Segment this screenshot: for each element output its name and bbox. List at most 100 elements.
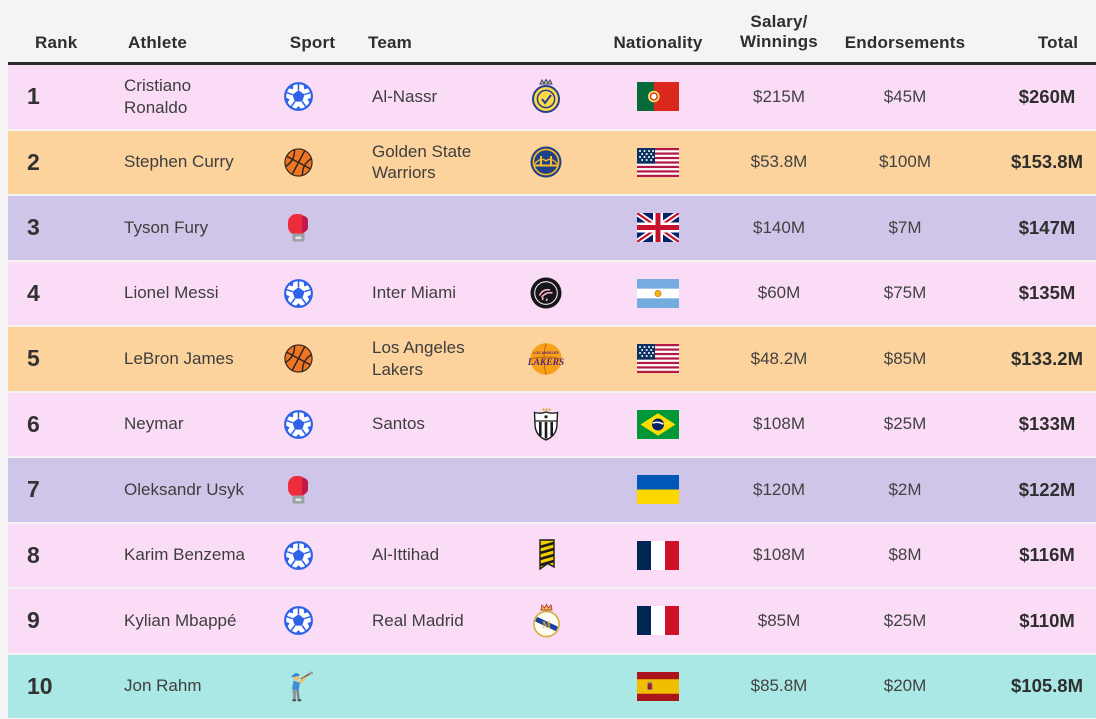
athlete-name: Tyson Fury <box>124 217 209 237</box>
rank-value: 9 <box>27 607 40 634</box>
team-name: Inter Miami <box>372 283 457 303</box>
usa-flag-icon <box>637 344 679 374</box>
table-row: 7 Oleksandr Usyk $120M $2M $122M <box>8 458 1096 522</box>
france-flag-icon <box>637 606 679 636</box>
total-value: $133.2M <box>1011 347 1083 369</box>
salary-value: $140M <box>753 217 805 237</box>
rank-value: 4 <box>27 279 40 306</box>
table-row: 6 Neymar Santos $108M $25M $133M <box>8 392 1096 456</box>
portugal-flag-icon <box>637 82 679 112</box>
rank-value: 5 <box>27 345 40 372</box>
team-name: Real Madrid <box>372 610 464 630</box>
athlete-name: Lionel Messi <box>124 283 219 303</box>
endorsements-value: $85M <box>883 348 927 368</box>
endorsements-value: $7M <box>888 217 922 237</box>
boxing-glove-icon <box>285 212 312 243</box>
ukraine-flag-icon <box>637 475 679 505</box>
endorsements-value: $100M <box>879 152 931 172</box>
svg-text:LOS ANGELES: LOS ANGELES <box>533 351 559 355</box>
header-rank-label: Rank <box>35 33 78 52</box>
endorsements-value: $25M <box>883 610 927 630</box>
team-name: Al-Ittihad <box>372 545 440 565</box>
total-value: $153.8M <box>1011 151 1083 173</box>
table-body: 1 Cristiano Ronaldo Al-Nassr $215M $45M … <box>0 65 1096 718</box>
rank-value: 8 <box>27 541 40 568</box>
table-row: 4 Lionel Messi Inter Miami $60M $75M $13… <box>8 261 1096 325</box>
argentina-flag-icon <box>637 278 679 308</box>
golfer-icon <box>284 670 314 703</box>
soccer-ball-icon <box>283 605 314 636</box>
table-row: 8 Karim Benzema Al-Ittihad $108M $8M $11… <box>8 523 1096 587</box>
soccer-ball-icon <box>283 409 314 440</box>
svg-text:M: M <box>542 620 551 630</box>
salary-value: $85.8M <box>750 676 808 696</box>
athlete-name: Neymar <box>124 414 184 434</box>
header-athlete-label: Athlete <box>128 33 188 52</box>
athlete-name: Cristiano Ronaldo <box>124 76 192 117</box>
endorsements-value: $20M <box>883 676 927 696</box>
endorsements-value: $45M <box>883 86 927 106</box>
basketball-icon <box>283 343 314 374</box>
athlete-name: Oleksandr Usyk <box>124 479 244 499</box>
table-row: 9 Kylian Mbappé Real Madrid M $85M $25M … <box>8 589 1096 653</box>
al-nassr-logo-icon <box>530 78 562 115</box>
soccer-ball-icon <box>283 278 314 309</box>
table-row: 1 Cristiano Ronaldo Al-Nassr $215M $45M … <box>8 65 1096 129</box>
salary-value: $85M <box>757 610 801 630</box>
salary-value: $53.8M <box>750 152 808 172</box>
team-name: Santos <box>372 414 425 434</box>
santos-logo-icon <box>531 407 561 442</box>
golden-state-warriors-logo-icon <box>529 145 563 179</box>
soccer-ball-icon <box>283 81 314 112</box>
header-team-label: Team <box>368 33 412 52</box>
header-salary-winnings-label: Salary/ Winnings <box>740 11 818 52</box>
rank-value: 3 <box>27 214 40 241</box>
rank-value: 2 <box>27 148 40 175</box>
header-nationality-label: Nationality <box>613 33 703 52</box>
header-total-label: Total <box>1037 33 1079 52</box>
salary-value: $60M <box>757 283 801 303</box>
salary-value: $120M <box>753 479 805 499</box>
athlete-name: Kylian Mbappé <box>124 610 237 630</box>
la-lakers-logo-icon: LOS ANGELES LAKERS <box>528 341 564 376</box>
rank-value: 1 <box>27 83 40 110</box>
usa-flag-icon <box>637 147 679 177</box>
athlete-name: LeBron James <box>124 348 234 368</box>
uk-flag-icon <box>637 213 679 243</box>
rank-value: 6 <box>27 410 40 437</box>
salary-value: $48.2M <box>750 348 808 368</box>
endorsements-value: $25M <box>883 414 927 434</box>
endorsements-value: $2M <box>888 479 922 499</box>
basketball-icon <box>283 147 314 178</box>
table-row: 5 LeBron James Los Angeles Lakers LOS AN… <box>8 327 1096 391</box>
al-ittihad-logo-icon <box>533 538 560 572</box>
athlete-name: Jon Rahm <box>124 676 202 696</box>
boxing-glove-icon <box>285 474 312 505</box>
table-row: 10 Jon Rahm $85.8M $20M $105.8M <box>8 654 1096 718</box>
header-sport-label: Sport <box>289 33 336 52</box>
total-value: $135M <box>1018 282 1076 304</box>
inter-miami-logo-icon <box>529 276 563 310</box>
table-header-row: Rank Athlete Sport Team Nationality Sala… <box>8 0 1096 65</box>
total-value: $133M <box>1018 413 1076 435</box>
salary-value: $108M <box>753 414 805 434</box>
total-value: $122M <box>1018 478 1076 500</box>
total-value: $147M <box>1018 216 1076 238</box>
table-row: 2 Stephen Curry Golden State Warriors $5… <box>8 130 1096 194</box>
athlete-name: Stephen Curry <box>124 152 234 172</box>
real-madrid-logo-icon: M <box>531 602 562 639</box>
header-endorsements-label: Endorsements <box>844 33 966 52</box>
total-value: $260M <box>1018 85 1076 107</box>
endorsements-value: $75M <box>883 283 927 303</box>
team-name: Los Angeles Lakers <box>372 338 465 379</box>
rank-value: 10 <box>27 672 53 699</box>
team-name: Al-Nassr <box>372 86 438 106</box>
athlete-name: Karim Benzema <box>124 545 245 565</box>
total-value: $110M <box>1019 609 1075 631</box>
salary-value: $215M <box>753 86 805 106</box>
france-flag-icon <box>637 540 679 570</box>
rank-value: 7 <box>27 476 40 503</box>
total-value: $116M <box>1019 544 1075 566</box>
svg-text:LAKERS: LAKERS <box>528 358 564 368</box>
